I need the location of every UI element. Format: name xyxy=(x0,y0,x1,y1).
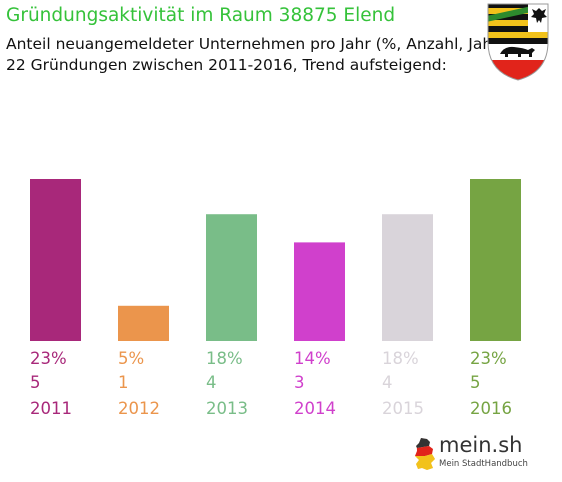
bar-count-label: 4 xyxy=(382,373,393,392)
bar-2016 xyxy=(470,179,521,341)
bar-year-label: 2012 xyxy=(118,399,160,418)
bar-count-label: 4 xyxy=(206,373,217,392)
bar-count-label: 5 xyxy=(470,373,481,392)
bar-count-label: 1 xyxy=(118,373,129,392)
bar-year-label: 2011 xyxy=(30,399,72,418)
bar-percent-label: 5% xyxy=(118,349,144,368)
saxony-anhalt-coat-of-arms-icon xyxy=(487,3,549,81)
germany-map-icon xyxy=(415,438,435,470)
bar-year-label: 2016 xyxy=(470,399,512,418)
bar-count-label: 3 xyxy=(294,373,305,392)
bar-2013 xyxy=(206,214,257,341)
bar-percent-label: 23% xyxy=(30,349,67,368)
bar-percent-label: 18% xyxy=(206,349,243,368)
bar-count-label: 5 xyxy=(30,373,41,392)
chart-subtitle-line-2: 22 Gründungen zwischen 2011-2016, Trend … xyxy=(6,56,447,74)
brand-tagline: Mein StadtHandbuch xyxy=(439,459,528,469)
page-title: Gründungsaktivität im Raum 38875 Elend xyxy=(6,5,396,26)
brand-name: mein.sh xyxy=(439,433,523,457)
chart-subtitle-line-1: Anteil neuangemeldeter Unternehmen pro J… xyxy=(6,35,505,53)
bar-2014 xyxy=(294,242,345,341)
bar-percent-label: 23% xyxy=(470,349,507,368)
bar-2015 xyxy=(382,214,433,341)
bar-2011 xyxy=(30,179,81,341)
bar-percent-label: 18% xyxy=(382,349,419,368)
bar-year-label: 2014 xyxy=(294,399,336,418)
bar-percent-label: 14% xyxy=(294,349,331,368)
bar-2012 xyxy=(118,305,169,341)
brand-logo[interactable]: mein.sh Mein StadtHandbuch xyxy=(413,433,528,477)
bar-year-label: 2013 xyxy=(206,399,248,418)
bar-year-label: 2015 xyxy=(382,399,424,418)
